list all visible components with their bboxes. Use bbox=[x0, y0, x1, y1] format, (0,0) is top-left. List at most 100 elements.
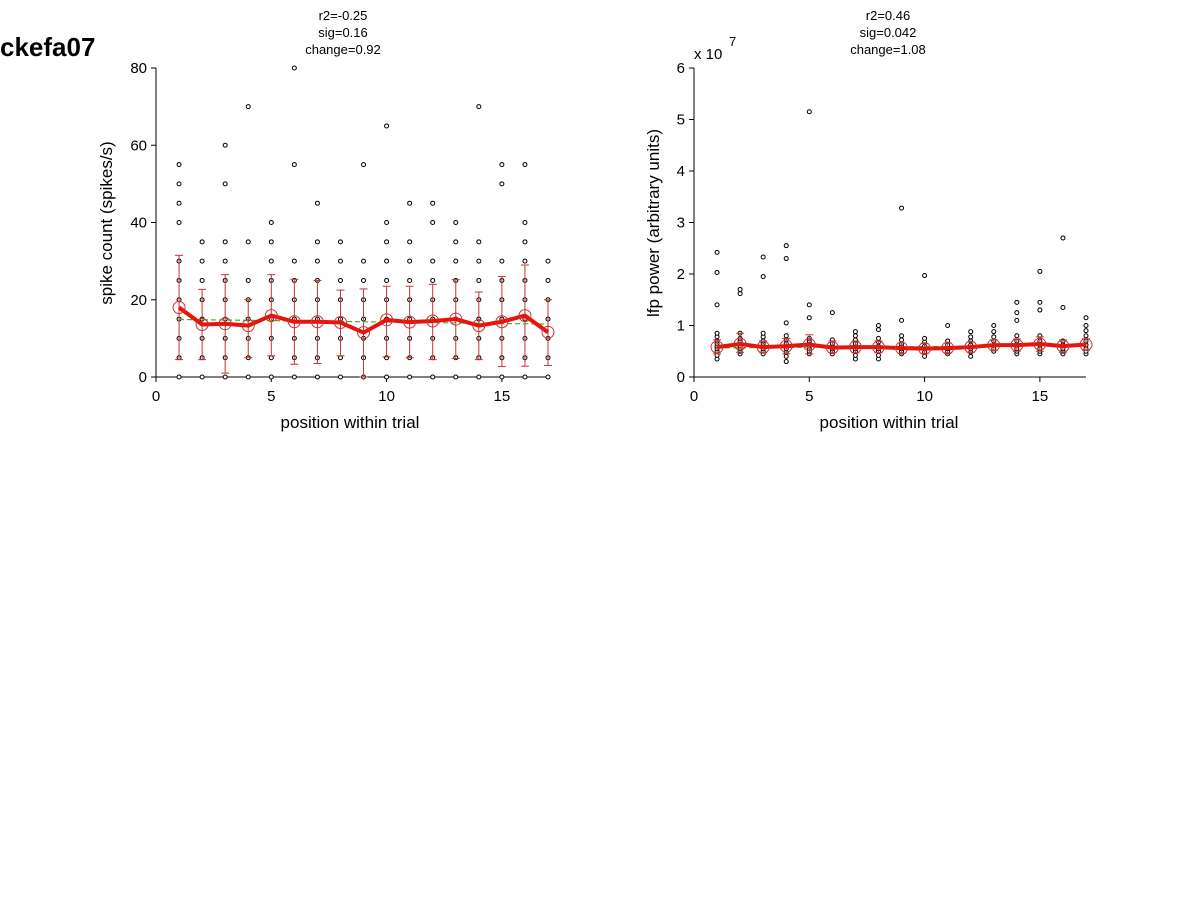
left-data-point bbox=[176, 200, 182, 206]
right-data-point bbox=[1083, 315, 1089, 321]
left-y-axis-label: spike count (spikes/s) bbox=[97, 141, 116, 304]
left-mean-marker bbox=[449, 312, 463, 326]
left-data-point bbox=[545, 277, 551, 283]
right-data-point bbox=[714, 249, 720, 255]
left-data-point bbox=[245, 104, 251, 110]
left-data-point bbox=[499, 162, 505, 168]
right-data-point bbox=[783, 243, 789, 249]
left-mean-marker bbox=[264, 309, 278, 323]
right-data-point bbox=[806, 302, 812, 308]
right-data-point bbox=[899, 337, 905, 343]
right-data-point bbox=[875, 327, 881, 333]
right-mean-marker bbox=[756, 340, 770, 354]
left-data-point bbox=[291, 258, 297, 264]
right-mean-marker bbox=[871, 340, 885, 354]
right-annotation-change: change=1.08 bbox=[850, 42, 926, 57]
right-data-point bbox=[829, 310, 835, 316]
right-y-tick-label: 6 bbox=[677, 60, 685, 77]
right-data-point bbox=[1083, 328, 1089, 334]
left-data-point bbox=[499, 374, 505, 380]
right-data-point bbox=[783, 256, 789, 262]
right-mean-marker bbox=[918, 342, 932, 356]
left-data-point bbox=[499, 258, 505, 264]
left-data-point bbox=[337, 258, 343, 264]
left-mean-marker bbox=[172, 300, 186, 314]
left-mean-marker bbox=[426, 314, 440, 328]
right-mean-marker bbox=[848, 340, 862, 354]
right-data-point bbox=[945, 323, 951, 328]
right-data-point bbox=[875, 335, 881, 341]
left-mean-marker bbox=[541, 325, 555, 339]
left-data-point bbox=[476, 277, 482, 283]
right-data-point bbox=[760, 254, 766, 260]
left-data-point bbox=[176, 220, 182, 225]
right-data-point bbox=[899, 317, 905, 323]
left-mean-marker bbox=[495, 315, 509, 329]
right-y-tick-label: 0 bbox=[677, 369, 685, 386]
left-data-point bbox=[222, 258, 228, 264]
right-y-exponent-power: 7 bbox=[729, 34, 736, 49]
left-data-point bbox=[476, 104, 482, 110]
right-y-tick-label: 2 bbox=[677, 266, 685, 283]
left-data-point bbox=[222, 374, 228, 380]
right-y-axis-label: lfp power (arbitrary units) bbox=[644, 129, 663, 317]
left-data-point bbox=[430, 374, 436, 380]
left-data-point bbox=[430, 200, 436, 206]
left-data-point bbox=[453, 258, 459, 264]
right-data-point bbox=[968, 329, 974, 335]
left-data-point bbox=[522, 239, 528, 245]
left-data-point bbox=[384, 258, 390, 264]
left-data-point bbox=[176, 162, 182, 168]
right-data-point bbox=[1083, 323, 1089, 328]
right-data-point bbox=[852, 333, 858, 339]
right-x-tick-label: 15 bbox=[1032, 388, 1049, 405]
left-data-point bbox=[291, 162, 297, 168]
left-data-point bbox=[476, 239, 482, 245]
left-data-point bbox=[522, 258, 528, 264]
right-y-exponent-base: x 10 bbox=[694, 46, 722, 63]
left-data-point bbox=[268, 239, 274, 245]
left-annotation-sig: sig=0.16 bbox=[318, 25, 368, 40]
right-data-point bbox=[1037, 307, 1043, 313]
left-data-point bbox=[199, 258, 205, 264]
right-data-point bbox=[922, 273, 928, 279]
left-mean-marker bbox=[518, 309, 532, 323]
left-data-point bbox=[407, 277, 413, 283]
left-data-point bbox=[430, 277, 436, 283]
left-data-point bbox=[314, 200, 320, 206]
left-mean-marker bbox=[357, 326, 371, 340]
left-y-tick-label: 20 bbox=[130, 292, 147, 309]
left-data-point bbox=[499, 181, 505, 187]
left-data-point bbox=[199, 374, 205, 380]
left-data-point bbox=[476, 258, 482, 264]
right-data-point bbox=[968, 334, 974, 340]
right-y-tick-label: 3 bbox=[677, 215, 685, 232]
right-mean-marker bbox=[964, 340, 978, 354]
left-mean-marker bbox=[218, 317, 232, 331]
right-data-point bbox=[991, 323, 997, 328]
right-data-point bbox=[783, 359, 789, 365]
right-data-point bbox=[852, 352, 858, 358]
right-y-tick-label: 4 bbox=[677, 163, 685, 180]
left-data-point bbox=[314, 239, 320, 245]
left-data-point bbox=[384, 220, 390, 225]
left-annotation-r2: r2=-0.25 bbox=[319, 8, 368, 23]
right-data-point bbox=[760, 274, 766, 280]
left-data-point bbox=[314, 374, 320, 380]
left-data-point bbox=[453, 239, 459, 245]
left-data-point bbox=[314, 258, 320, 264]
right-annotation-sig: sig=0.042 bbox=[860, 25, 917, 40]
right-data-point bbox=[737, 291, 743, 297]
right-data-point bbox=[1014, 310, 1020, 316]
left-mean-marker bbox=[310, 315, 324, 329]
right-data-point bbox=[899, 333, 905, 339]
right-data-point bbox=[714, 330, 720, 336]
left-data-point bbox=[384, 277, 390, 283]
right-data-point bbox=[991, 334, 997, 340]
left-data-point bbox=[245, 239, 251, 245]
right-mean-marker bbox=[895, 341, 909, 355]
left-data-point bbox=[176, 181, 182, 187]
right-x-tick-label: 10 bbox=[916, 388, 933, 405]
right-data-point bbox=[1060, 235, 1066, 241]
left-y-tick-label: 80 bbox=[130, 60, 147, 77]
